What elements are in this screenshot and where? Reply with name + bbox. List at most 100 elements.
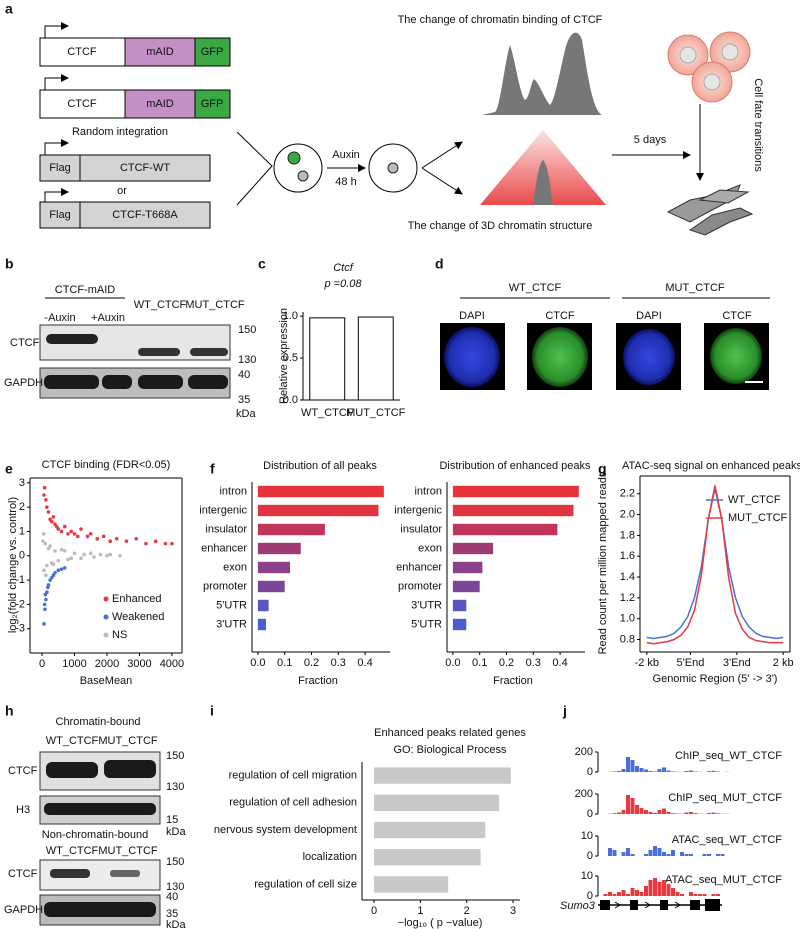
x-tick-label: 2000 [95,658,119,670]
shape [44,188,69,202]
signal-bar [612,771,617,772]
shape [444,327,500,387]
point [88,532,93,536]
track-label: ATAC_seq_MUT_CTCF [665,874,782,886]
point [114,536,119,541]
treatment-time: 48 h [335,176,356,188]
shape [721,43,739,61]
point [56,568,61,573]
signal-bar [711,894,716,896]
x-tick-label: 1 [417,905,423,917]
caption: Random integration [72,126,168,138]
signal-bar [671,771,675,772]
legend-swatch [103,632,109,638]
signal-bar [680,894,684,896]
bar [257,542,301,555]
signal-bar [671,813,675,814]
signal-bar [621,890,626,896]
x-tick-label: 0.1 [472,657,487,669]
shape [110,870,140,877]
signal-bar [684,854,689,856]
row-label: CTCF [8,765,38,777]
y-tick-label: intergenic [394,504,442,516]
signal-bar [684,812,689,814]
marker-label: 15 [166,814,178,826]
y-tick-label: exon [418,542,442,554]
signal-bar [608,848,612,856]
point [49,519,54,524]
shape [194,89,231,119]
y-tick-label: 0 [587,850,593,862]
x-axis-label: BaseMean [80,675,133,687]
y-tick-label: 1.0 [620,613,635,625]
point [108,552,113,557]
bar [452,523,558,536]
signal-bar [707,854,711,856]
row-label: H3 [16,804,30,816]
legend-label: Weakened [112,611,164,623]
point [56,558,61,563]
track-label: ChIP_seq_WT_CTCF [675,750,782,762]
row-label: GAPDH [4,904,43,916]
marker-label: 130 [166,781,184,793]
shape [39,154,81,182]
lane-label: -Auxin [44,312,75,324]
shape [421,141,463,169]
shape [188,375,228,389]
y-tick-label: 10 [581,830,593,842]
shape [705,899,720,911]
y-tick-label: 0 [587,766,593,778]
shape [482,32,602,115]
bar [452,599,467,612]
signal-bar [716,854,720,856]
y-axis-label: Read count per million mapped reads [597,471,609,654]
chart-subtitle: GO: Biological Process [393,744,507,756]
point [79,527,83,531]
shape [104,760,156,778]
y-tick-label: 2.0 [620,508,635,520]
y-tick-label: -3 [15,623,25,635]
signal-bar [707,813,711,814]
x-tick-label: MUT_CTCF [346,407,406,419]
shape [138,375,183,389]
group-label: CTCF-mAID [55,284,116,296]
shape [236,131,273,206]
signal-bar [644,769,648,772]
point [59,567,64,571]
signal-bar [702,894,707,896]
group-label: Non-chromatin-bound [42,829,148,841]
signal-bar [639,808,644,814]
bar [452,618,467,631]
signal-bar [617,812,621,814]
shape [39,201,81,229]
unit-label: kDa [236,408,256,420]
signal-bar [630,760,635,772]
panel-label: b [5,256,14,272]
x-axis-label: Fraction [493,675,533,687]
bar [257,485,384,498]
gene-label: Sumo3 [560,900,596,912]
point [59,547,64,552]
point [41,539,45,543]
chart-title: ATAC-seq signal on enhanced peaks [622,460,800,472]
panel-label: d [435,256,444,272]
y-tick-label: enhancer [396,561,442,573]
point [45,563,49,568]
y-tick-label: 0 [587,808,593,820]
bar [257,504,379,517]
lane-label: WT_CTCF [134,299,187,311]
signal-bar [648,850,653,856]
shape [287,151,301,165]
shape [46,762,98,778]
shape [710,328,762,384]
x-tick-label: 0.3 [526,657,541,669]
construct-label: Flag [49,162,70,174]
channel-label: CTCF [545,310,575,322]
marker-label: 130 [238,354,256,366]
signal-bar [689,770,693,772]
point [56,527,61,531]
signal-bar [666,770,671,772]
bar [374,794,500,811]
signal-bar [630,888,635,896]
